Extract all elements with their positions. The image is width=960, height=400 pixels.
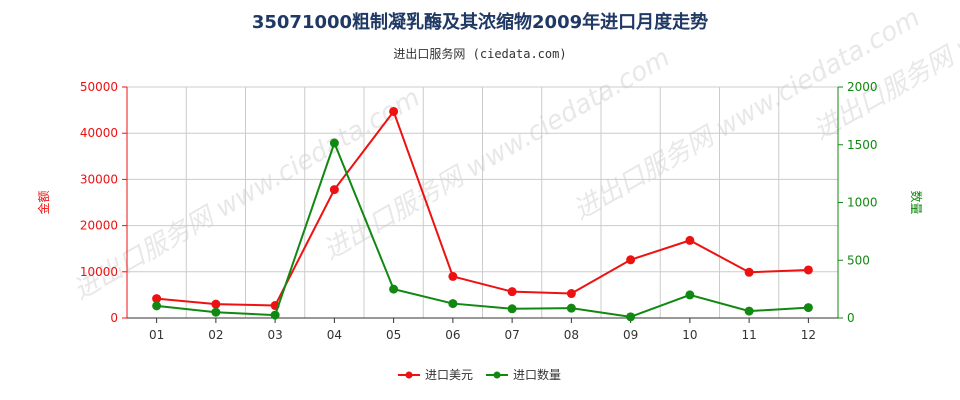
x-tick-label: 05	[386, 328, 401, 342]
series-1-point	[152, 301, 162, 311]
y-right-tick-label: 2000	[847, 80, 878, 94]
legend-marker-1	[493, 371, 501, 379]
x-tick-label: 02	[208, 328, 223, 342]
y-axis-left-label: 金额	[36, 190, 51, 214]
series-0-point	[744, 267, 754, 277]
y-left-tick-label: 20000	[80, 219, 118, 233]
watermark-text: 进出口服务网 www.ciedata.com	[319, 43, 676, 266]
x-tick-label: 04	[327, 328, 342, 342]
series-1-point	[803, 303, 813, 313]
legend-marker-0	[405, 371, 413, 379]
series-1-point	[211, 307, 221, 317]
series-0-point	[329, 185, 339, 195]
y-right-tick-label: 0	[847, 311, 855, 325]
x-tick-label: 07	[504, 328, 519, 342]
x-tick-label: 12	[801, 328, 816, 342]
x-tick-label: 11	[741, 328, 756, 342]
series-0-point	[566, 289, 576, 299]
x-tick-label: 10	[682, 328, 697, 342]
x-tick-label: 08	[564, 328, 579, 342]
chart-subtitle: 进出口服务网 (ciedata.com)	[393, 47, 567, 61]
series-1-point	[744, 306, 754, 316]
watermark-text: 进出口服务网 www.ciedata.com	[69, 83, 426, 306]
series-0-point	[803, 265, 813, 275]
y-left-tick-label: 10000	[80, 265, 118, 279]
series-line-1	[156, 140, 809, 318]
series-0-point	[389, 106, 399, 116]
grid	[126, 86, 839, 318]
x-tick-label: 03	[267, 328, 282, 342]
legend: 进口美元 进口数量	[398, 367, 561, 382]
series-1-point	[626, 312, 636, 322]
series-1-point	[329, 138, 339, 148]
series-1-point	[389, 284, 399, 294]
series-0-point	[152, 294, 162, 304]
y-right-tick-label: 1000	[847, 196, 878, 210]
x-tick-label: 06	[445, 328, 460, 342]
x-tick-label: 09	[623, 328, 638, 342]
y-axis-right-label: 数量	[909, 190, 924, 214]
legend-label-1: 进口数量	[513, 367, 561, 382]
y-right-tick-label: 500	[847, 253, 870, 267]
legend-label-0: 进口美元	[425, 368, 473, 382]
series-1-point	[685, 290, 695, 300]
y-right-tick-label: 1500	[847, 138, 878, 152]
series-0-point	[685, 235, 695, 245]
series-0-point	[626, 255, 636, 265]
series-1-point	[507, 304, 517, 314]
series-0-point	[448, 271, 458, 281]
series-layer	[152, 106, 813, 322]
y-left-tick-label: 30000	[80, 172, 118, 186]
y-left-tick-label: 0	[110, 311, 118, 325]
y-left-tick-label: 50000	[80, 80, 118, 94]
axes: 0 10000 20000 30000 40000 50000 0 500 1000 1500 20…	[36, 80, 924, 342]
series-line-0	[156, 109, 809, 307]
series-1-point	[566, 303, 576, 313]
series-0-point	[211, 299, 221, 309]
series-1-point	[448, 299, 458, 309]
y-left-tick-label: 40000	[80, 126, 118, 140]
series-0-point	[507, 287, 517, 297]
chart-title: 35071000粗制凝乳酶及其浓缩物2009年进口月度走势	[251, 12, 709, 33]
series-1-point	[270, 310, 280, 320]
x-tick-label: 01	[149, 328, 164, 342]
